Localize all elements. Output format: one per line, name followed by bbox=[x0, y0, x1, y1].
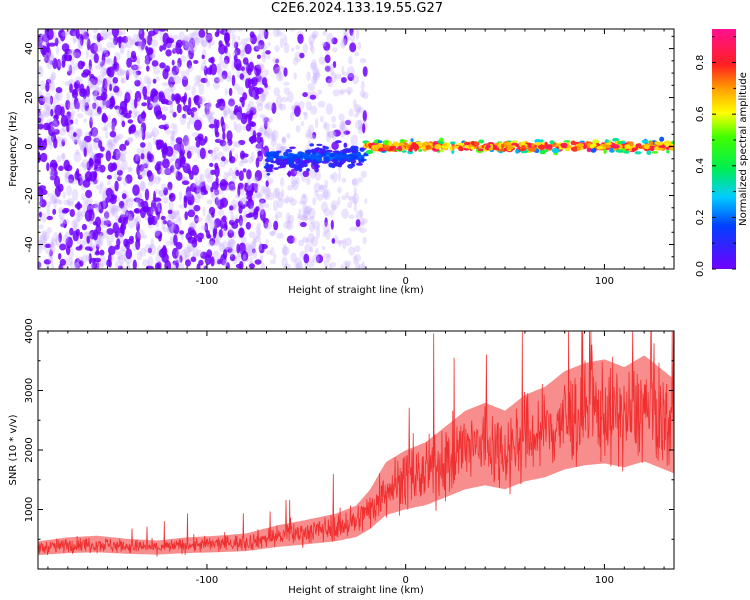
colorbar-tick-label: 0.6 bbox=[695, 106, 706, 122]
colorbar-tick-label: 0.4 bbox=[695, 158, 706, 174]
colorbar-ticks: 0.0 0.2 0.4 0.6 0.8 bbox=[695, 36, 736, 277]
spectrogram-y-label: Frequency (Hz) bbox=[8, 111, 19, 187]
snr-x-tick-label: -100 bbox=[196, 575, 219, 586]
snr-noise-band bbox=[38, 355, 674, 555]
snr-x-tick-label: 0 bbox=[403, 575, 409, 586]
snr-x-axis: -100 0 100 bbox=[47, 331, 665, 586]
snr-x-tick-label: 100 bbox=[595, 575, 614, 586]
spectrogram-x-axis: -100 0 100 bbox=[47, 29, 665, 287]
spectrogram-y-tick-label: 0 bbox=[24, 143, 35, 149]
spectrogram-x-tick-label: 100 bbox=[595, 276, 614, 287]
snr-y-tick-label: 2000 bbox=[24, 437, 35, 462]
spectrogram-region-3 bbox=[362, 136, 674, 156]
snr-y-tick-label: 4000 bbox=[24, 318, 35, 343]
spectrogram-marks bbox=[38, 29, 674, 269]
figure-title: C2E6.2024.133.19.55.G27 bbox=[270, 1, 444, 16]
snr-y-axis: 1000 2000 3000 4000 bbox=[24, 318, 674, 540]
snr-series-line bbox=[38, 331, 674, 557]
spectrogram-region-0 bbox=[38, 29, 270, 269]
spectrogram-y-axis: -40 -20 0 20 40 bbox=[24, 35, 674, 270]
colorbar-tick-label: 0.2 bbox=[695, 209, 706, 225]
spectrogram-y-tick-label: -20 bbox=[24, 187, 35, 203]
spectrogram-y-tick-label: 20 bbox=[24, 91, 35, 104]
spectrogram-panel: -100 0 100 -40 -20 0 20 40 Height of straight … bbox=[8, 28, 675, 296]
snr-y-tick-label: 3000 bbox=[24, 378, 35, 403]
spectrogram-y-tick-label: 40 bbox=[24, 42, 35, 55]
snr-x-label: Height of straight line (km) bbox=[288, 585, 424, 596]
colorbar-tick-label: 0.0 bbox=[695, 261, 706, 277]
snr-y-label: SNR (10 * v/v) bbox=[8, 414, 19, 485]
spectrogram-frame bbox=[37, 28, 675, 270]
spectrogram-x-tick-label: 0 bbox=[403, 276, 409, 287]
spectrogram-y-tick-label: -40 bbox=[24, 236, 35, 252]
colorbar-tick-label: 0.8 bbox=[695, 55, 706, 71]
colorbar: 0.0 0.2 0.4 0.6 0.8 Normalized spectral ampl… bbox=[695, 29, 749, 277]
snr-panel: -100 0 100 1000 2000 3000 4000 Height of stra… bbox=[8, 318, 675, 596]
spectrogram-x-label: Height of straight line (km) bbox=[288, 285, 424, 296]
colorbar-gradient bbox=[712, 29, 736, 269]
colorbar-label: Normalized spectral amplitude bbox=[738, 72, 749, 226]
spectrogram-x-tick-label: -100 bbox=[196, 276, 219, 287]
snr-y-tick-label: 1000 bbox=[24, 497, 35, 522]
spectrogram-region-2 bbox=[263, 140, 369, 176]
